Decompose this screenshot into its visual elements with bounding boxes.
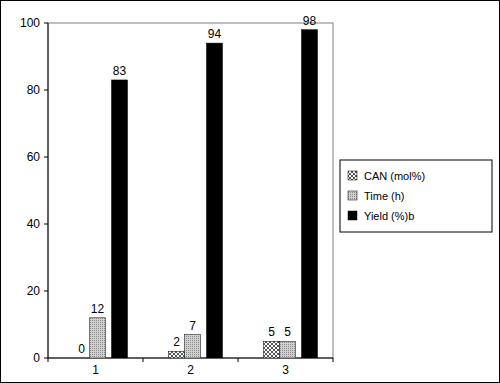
bar	[185, 335, 201, 358]
chart-container: 0204060801001230251275839498CAN (mol%)Ti…	[0, 0, 500, 383]
x-tick-label: 2	[187, 363, 194, 377]
x-tick	[143, 358, 144, 362]
legend-swatch	[348, 171, 357, 180]
y-tick	[44, 157, 48, 158]
data-labels: 0 2 5 12 7 5 83 94 98	[78, 14, 316, 356]
y-tick-label: 20	[27, 284, 41, 298]
y-tick	[44, 90, 48, 91]
chart-svg: 0204060801001230251275839498CAN (mol%)Ti…	[0, 0, 500, 383]
bar	[112, 80, 128, 358]
legend-label: CAN (mol%)	[364, 170, 425, 182]
data-label: 5	[268, 325, 275, 339]
chart-border	[1, 1, 500, 383]
x-tick	[48, 358, 49, 362]
bar	[90, 318, 106, 358]
bar	[302, 30, 318, 358]
y-axis	[48, 23, 49, 358]
data-label: 5	[284, 325, 291, 339]
data-label: 94	[208, 27, 222, 41]
y-tick-label: 40	[27, 217, 41, 231]
y-tick-label: 100	[20, 16, 40, 30]
x-tick	[333, 358, 334, 362]
y-tick-label: 60	[27, 150, 41, 164]
y-tick-label: 0	[33, 351, 40, 365]
y-tick	[44, 23, 48, 24]
y-tick	[44, 224, 48, 225]
legend-box	[340, 160, 492, 232]
data-label: 0	[78, 342, 85, 356]
data-label: 83	[113, 64, 127, 78]
y-tick	[44, 291, 48, 292]
bar	[207, 43, 223, 358]
y-tick	[44, 358, 48, 359]
data-label: 7	[189, 319, 196, 333]
legend-swatch	[348, 191, 357, 200]
legend-label: Yield (%)b	[364, 210, 414, 222]
bar	[280, 341, 296, 358]
bars	[90, 30, 318, 358]
bar	[74, 358, 90, 359]
data-label: 12	[91, 302, 105, 316]
y-tick-label: 80	[27, 83, 41, 97]
x-tick	[238, 358, 239, 362]
x-tick-label: 1	[92, 363, 99, 377]
data-label: 98	[303, 14, 317, 28]
x-tick-label: 3	[282, 363, 289, 377]
plot-frame	[48, 23, 333, 358]
legend-label: Time (h)	[364, 190, 405, 202]
bar	[169, 351, 185, 358]
data-label: 2	[173, 335, 180, 349]
legend-swatch	[348, 211, 357, 220]
bar	[264, 341, 280, 358]
